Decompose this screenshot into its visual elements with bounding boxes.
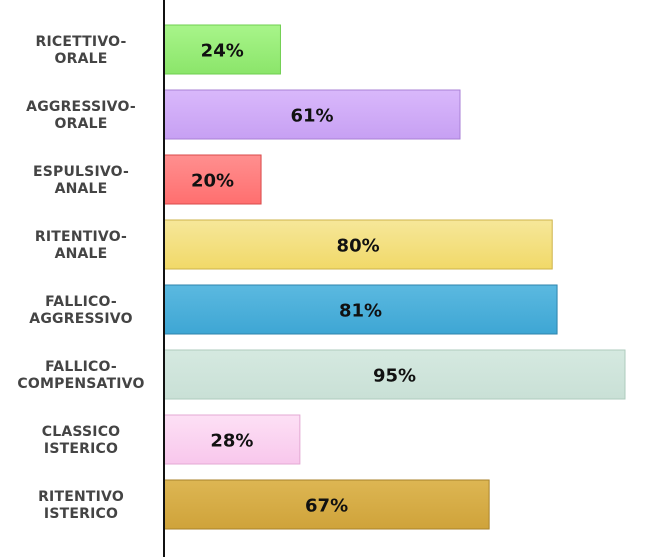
category-label-line: AGGRESSIVO-: [26, 99, 136, 115]
category-label-line: RITENTIVO: [38, 489, 124, 505]
category-labels: RICETTIVO-ORALEAGGRESSIVO-ORALEESPULSIVO…: [17, 34, 144, 522]
bar-value-label: 67%: [305, 496, 348, 517]
category-label-line: AGGRESSIVO: [29, 311, 132, 327]
category-label: FALLICO-AGGRESSIVO: [29, 294, 132, 327]
bar-0: [163, 24, 281, 75]
category-label-line: ORALE: [54, 51, 107, 67]
category-label-line: FALLICO-: [45, 294, 117, 310]
bar-5: [163, 349, 626, 400]
category-label-line: ISTERICO: [44, 506, 118, 522]
category-label: AGGRESSIVO-ORALE: [26, 99, 136, 132]
bar-6: [163, 414, 301, 465]
category-label: RITENTIVO ISTERICO: [38, 489, 124, 522]
bar-value-label: 20%: [191, 171, 234, 192]
category-label-line: ISTERICO: [44, 441, 118, 457]
category-label-line: FALLICO-: [45, 359, 117, 375]
category-label-line: RICETTIVO-: [35, 34, 126, 50]
category-label-line: RITENTIVO-: [35, 229, 127, 245]
bar-value-label: 81%: [339, 301, 382, 322]
category-label: RICETTIVO-ORALE: [35, 34, 126, 67]
category-label-line: ANALE: [55, 181, 108, 197]
bar-3: [163, 219, 553, 270]
category-label-line: ORALE: [54, 116, 107, 132]
category-label: CLASSICO ISTERICO: [42, 424, 121, 457]
category-label-line: ANALE: [55, 246, 108, 262]
bar-value-label: 95%: [373, 366, 416, 387]
bars-group: 24% 61% 20% 80% 81% 95% 28% 67%: [163, 24, 626, 530]
category-label-line: CLASSICO: [42, 424, 121, 440]
category-label-line: COMPENSATIVO: [17, 376, 144, 392]
bar-value-label: 80%: [337, 236, 380, 257]
category-label: FALLICO-COMPENSATIVO: [17, 359, 144, 392]
bar-4: [163, 284, 558, 335]
bar-value-label: 28%: [210, 431, 253, 452]
bar-value-label: 61%: [290, 106, 333, 127]
category-label-line: ESPULSIVO-: [33, 164, 129, 180]
bar-value-label: 24%: [201, 41, 244, 62]
bar-1: [163, 89, 461, 140]
category-label: ESPULSIVO-ANALE: [33, 164, 129, 197]
bar-2: [163, 154, 262, 205]
category-label: RITENTIVO-ANALE: [35, 229, 127, 262]
